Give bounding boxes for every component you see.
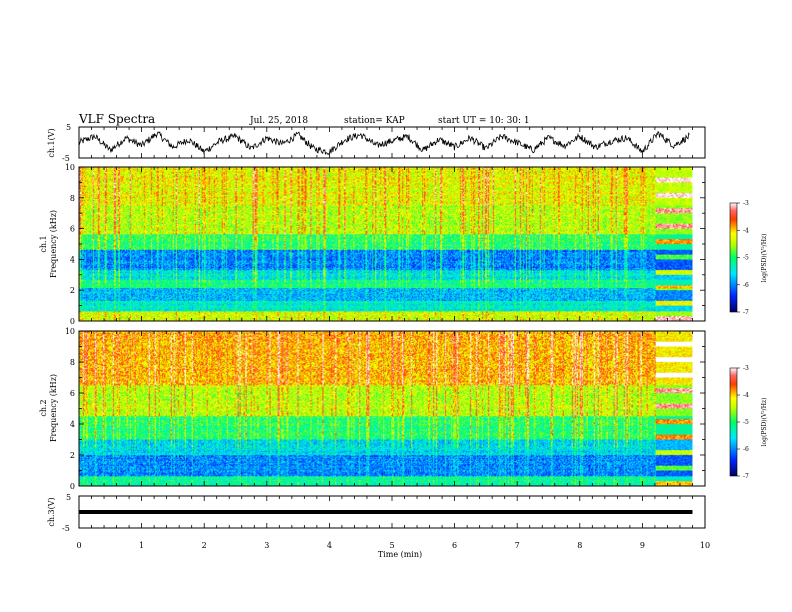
- ch2-spectrogram-panel: 0 2 4 6 8 10 ch.2 Frequency (kHz) -3 -4 -5 -6 -7 …: [39, 327, 768, 491]
- x-tick-label: 1: [139, 541, 144, 550]
- ch1-waveform-panel: 5 -5 ch.1(V): [47, 123, 706, 163]
- ch2-colorbar-label: log(PSD)(V²/Hz): [761, 398, 768, 447]
- ch2-spec-ytick-label: 2: [70, 451, 75, 460]
- ch1-spec-ytick-label: 2: [70, 286, 75, 295]
- ch2-spec-ylabel: ch.2: [39, 399, 48, 416]
- ch1-spec-ytick-label: 8: [70, 194, 75, 203]
- date-label: Jul. 25, 2018: [249, 116, 308, 126]
- x-tick-label: 8: [577, 541, 582, 550]
- ch1-spec-ylabel: ch.1: [39, 235, 48, 252]
- ch2-colorbar-tick-label: -5: [743, 419, 749, 426]
- x-tick-label: 3: [264, 541, 269, 550]
- ch2-spec-ytick-label: 6: [70, 389, 75, 398]
- ch2-spec-ytick-label: 0: [70, 482, 75, 491]
- station-label: station= KAP: [344, 116, 405, 126]
- x-tick-label: 6: [452, 541, 457, 550]
- x-tick-label: 10: [700, 541, 710, 550]
- x-tick-label: 7: [515, 541, 520, 550]
- ch1-spec-ytick-label: 10: [65, 163, 75, 172]
- ch1-colorbar-tick-label: -6: [743, 282, 749, 289]
- ch3-waveform-panel: 5 -5 ch.3(V) 0 1 2 3 4 5 6 7 8 9 10 Time (min): [47, 493, 710, 559]
- ch1-ytick-top: 5: [66, 123, 71, 132]
- ch1-spec-ytick-label: 4: [70, 255, 75, 264]
- x-tick-label: 2: [202, 541, 207, 550]
- ch3-ytick-top: 5: [66, 493, 71, 502]
- ch1-spec-ytick-label: 0: [70, 317, 75, 326]
- ch2-spectrogram-image: [79, 331, 693, 486]
- time-axis-label: Time (min): [378, 550, 422, 559]
- ch2-colorbar-tick-label: -6: [743, 446, 749, 453]
- ch1-ytick-bottom: -5: [62, 154, 70, 163]
- ch1-colorbar-tick-label: -5: [743, 255, 749, 262]
- ch2-colorbar-tick-label: -4: [743, 392, 749, 399]
- x-tick-label: 0: [76, 541, 81, 550]
- ch1-colorbar-tick-label: -7: [743, 309, 749, 316]
- ch1-waveform-line: [79, 130, 690, 156]
- ch1-spec-ylabel2: Frequency (kHz): [49, 210, 58, 278]
- ch1-spectrogram-panel: 0 2 4 6 8 10 ch.1 Frequency (kHz) -3 -4 -5 -6 -7 …: [39, 163, 768, 326]
- ch2-spec-ytick-label: 10: [65, 327, 75, 336]
- ch3-ytick-bottom: -5: [62, 524, 70, 533]
- ch1-spectrogram-image: [79, 167, 693, 321]
- ch1-spec-ytick-label: 6: [70, 225, 75, 234]
- ch1-colorbar: -3 -4 -5 -6 -7 log(PSD)(V²/Hz): [729, 200, 768, 316]
- ch2-colorbar-tick-label: -3: [743, 365, 749, 372]
- ch2-spec-ytick-label: 4: [70, 420, 75, 429]
- ch2-spec-ytick-label: 8: [70, 358, 75, 367]
- ch1-colorbar-tick-label: -3: [743, 200, 749, 207]
- x-tick-label: 5: [389, 541, 394, 550]
- ch2-spec-ylabel2: Frequency (kHz): [49, 374, 58, 442]
- figure-title: VLF Spectra: [78, 112, 155, 126]
- x-tick-label: 9: [640, 541, 645, 550]
- ch2-colorbar-tick-label: -7: [743, 473, 749, 480]
- ch3-ylabel: ch.3(V): [47, 497, 56, 526]
- x-tick-label: 4: [327, 541, 332, 550]
- ch1-colorbar-label: log(PSD)(V²/Hz): [761, 234, 768, 283]
- ch2-colorbar: -3 -4 -5 -6 -7 log(PSD)(V²/Hz): [729, 365, 768, 480]
- start-time-label: start UT = 10: 30: 1: [438, 116, 530, 126]
- ch1-ylabel: ch.1(V): [47, 128, 56, 157]
- ch1-colorbar-tick-label: -4: [743, 227, 749, 234]
